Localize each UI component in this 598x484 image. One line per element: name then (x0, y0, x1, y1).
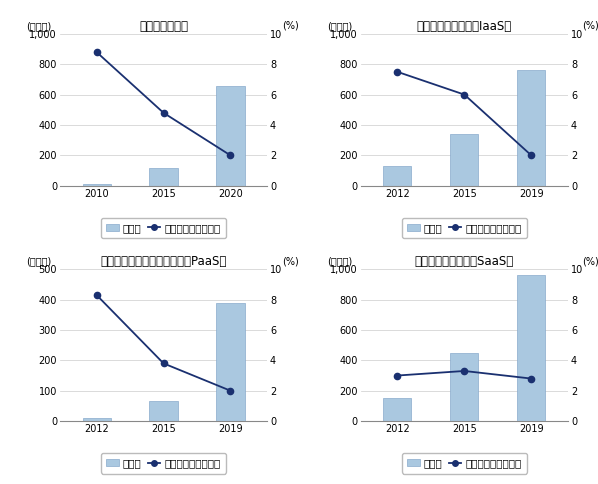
Bar (216, 86, 245, 186)
Legend: 売上高, 日本シェア（右軸）: 売上高, 日本シェア（右軸） (402, 218, 527, 238)
Bar (450, 353, 478, 421)
Bar (383, 398, 411, 421)
Title: クラウドプラットフォーム（PaaS）: クラウドプラットフォーム（PaaS） (100, 255, 227, 268)
Bar (150, 401, 178, 421)
Text: (%): (%) (582, 21, 598, 31)
Legend: 売上高, 日本シェア（右軸）: 売上高, 日本シェア（右軸） (402, 453, 527, 473)
Legend: 売上高, 日本シェア（右軸）: 売上高, 日本シェア（右軸） (101, 453, 226, 473)
Bar (517, 70, 545, 186)
Text: (%): (%) (582, 256, 598, 266)
Bar (150, 167, 178, 186)
Text: (%): (%) (282, 256, 298, 266)
Bar (83, 184, 111, 186)
Title: クラウドサービス（SaaS）: クラウドサービス（SaaS） (415, 255, 514, 268)
Title: クラウドインフラ（IaaS）: クラウドインフラ（IaaS） (417, 20, 512, 33)
Bar (216, 302, 245, 421)
Text: (億ドル): (億ドル) (26, 21, 52, 31)
Bar (83, 418, 111, 421)
Legend: 売上高, 日本シェア（右軸）: 売上高, 日本シェア（右軸） (101, 218, 226, 238)
Bar (517, 275, 545, 421)
Title: 定額制動画配信: 定額制動画配信 (139, 20, 188, 33)
Bar (383, 166, 411, 186)
Text: (%): (%) (282, 21, 298, 31)
Text: (億ドル): (億ドル) (328, 256, 353, 266)
Text: (億ドル): (億ドル) (328, 21, 353, 31)
Text: (億ドル): (億ドル) (26, 256, 52, 266)
Bar (450, 134, 478, 186)
